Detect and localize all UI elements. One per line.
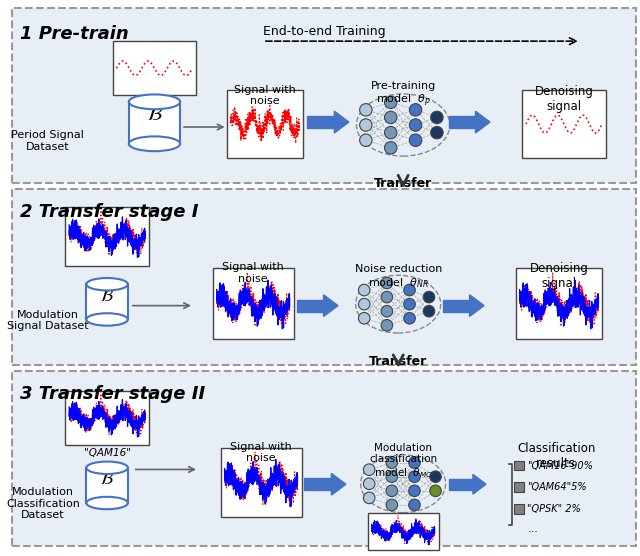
Bar <box>449 479 473 490</box>
Circle shape <box>386 457 397 468</box>
Polygon shape <box>334 111 349 133</box>
Text: Modulation
Classification
Dataset: Modulation Classification Dataset <box>6 487 80 520</box>
Polygon shape <box>473 474 486 494</box>
Circle shape <box>386 471 397 483</box>
Text: $\mathcal{B}$: $\mathcal{B}$ <box>147 105 163 123</box>
Bar <box>12 189 636 365</box>
Circle shape <box>423 305 435 317</box>
Bar <box>514 460 524 470</box>
Circle shape <box>404 284 415 296</box>
Circle shape <box>431 111 443 123</box>
Circle shape <box>431 126 443 139</box>
Bar <box>129 102 180 144</box>
Circle shape <box>423 291 435 303</box>
Bar <box>221 448 301 517</box>
Ellipse shape <box>129 136 180 151</box>
Ellipse shape <box>129 95 180 109</box>
Bar <box>86 468 128 503</box>
Bar <box>227 91 303 157</box>
Polygon shape <box>470 295 484 316</box>
Text: $\mathcal{B}$: $\mathcal{B}$ <box>100 470 114 488</box>
Circle shape <box>364 478 375 489</box>
Text: Modulation
classification
model  $\theta_{MC}$: Modulation classification model $\theta_… <box>369 443 437 480</box>
Circle shape <box>360 119 372 131</box>
Text: Pre-training
model  $\theta_p$: Pre-training model $\theta_p$ <box>371 81 436 109</box>
Text: Modulation
Signal Dataset: Modulation Signal Dataset <box>7 310 89 331</box>
Circle shape <box>429 485 442 497</box>
Ellipse shape <box>86 497 128 509</box>
Circle shape <box>409 499 420 511</box>
Circle shape <box>358 312 370 324</box>
Text: End-to-end Training: End-to-end Training <box>263 26 385 38</box>
Text: "QPSK" 2%: "QPSK" 2% <box>527 504 581 514</box>
Bar <box>522 91 606 157</box>
Circle shape <box>410 119 422 131</box>
Text: "QAM64"5%: "QAM64"5% <box>527 482 587 492</box>
Text: Period Signal
Dataset: Period Signal Dataset <box>12 130 84 152</box>
Text: Signal with
noise: Signal with noise <box>222 262 284 284</box>
Polygon shape <box>476 111 490 133</box>
Text: "QAM16"90%: "QAM16"90% <box>527 460 593 470</box>
Circle shape <box>410 134 422 146</box>
Text: 1 Pre-train: 1 Pre-train <box>20 26 129 43</box>
Polygon shape <box>332 473 346 495</box>
Bar <box>65 207 149 266</box>
Bar <box>12 371 636 547</box>
Bar <box>212 268 294 339</box>
Circle shape <box>385 111 397 123</box>
Circle shape <box>386 499 397 511</box>
Text: Noise reduction
model  $\theta_{NR}$: Noise reduction model $\theta_{NR}$ <box>355 264 442 290</box>
Bar <box>307 116 334 128</box>
Circle shape <box>364 464 375 475</box>
Text: Signal with
noise: Signal with noise <box>230 442 292 463</box>
Circle shape <box>409 457 420 468</box>
Circle shape <box>360 134 372 146</box>
Bar <box>305 478 332 490</box>
Bar <box>12 8 636 183</box>
Circle shape <box>410 103 422 116</box>
Text: $\mathcal{B}$: $\mathcal{B}$ <box>100 287 114 305</box>
Bar <box>443 300 470 311</box>
Circle shape <box>385 142 397 154</box>
Ellipse shape <box>86 278 128 290</box>
Text: ...: ... <box>527 524 538 534</box>
Circle shape <box>381 291 393 303</box>
Circle shape <box>429 471 442 483</box>
Bar <box>514 504 524 514</box>
Text: 2 Transfer stage I: 2 Transfer stage I <box>20 203 199 221</box>
Ellipse shape <box>86 461 128 474</box>
Circle shape <box>381 320 393 331</box>
Circle shape <box>381 277 393 289</box>
Bar <box>113 41 196 96</box>
Ellipse shape <box>86 313 128 326</box>
Circle shape <box>385 96 397 108</box>
Circle shape <box>386 485 397 497</box>
Circle shape <box>358 284 370 296</box>
Bar <box>367 513 438 550</box>
Text: "QAM16": "QAM16" <box>84 448 131 458</box>
Text: 3 Transfer stage II: 3 Transfer stage II <box>20 385 205 403</box>
Text: Signal with
noise: Signal with noise <box>234 85 296 106</box>
Bar <box>65 390 149 445</box>
Circle shape <box>409 485 420 497</box>
Circle shape <box>364 492 375 504</box>
Circle shape <box>360 103 372 116</box>
Text: Denoising
signal: Denoising signal <box>530 262 589 290</box>
Bar <box>86 284 128 320</box>
Text: Transfer: Transfer <box>369 355 428 368</box>
Bar <box>449 116 476 128</box>
Circle shape <box>404 299 415 310</box>
Text: Denoising
signal: Denoising signal <box>534 85 593 112</box>
Circle shape <box>385 126 397 139</box>
Circle shape <box>404 312 415 324</box>
Bar <box>296 300 323 311</box>
Text: Classification
results: Classification results <box>517 442 595 470</box>
Circle shape <box>409 471 420 483</box>
Circle shape <box>358 299 370 310</box>
Polygon shape <box>323 295 338 316</box>
Bar <box>516 268 602 339</box>
Circle shape <box>381 305 393 317</box>
Text: Transfer: Transfer <box>374 177 432 190</box>
Bar <box>514 482 524 492</box>
